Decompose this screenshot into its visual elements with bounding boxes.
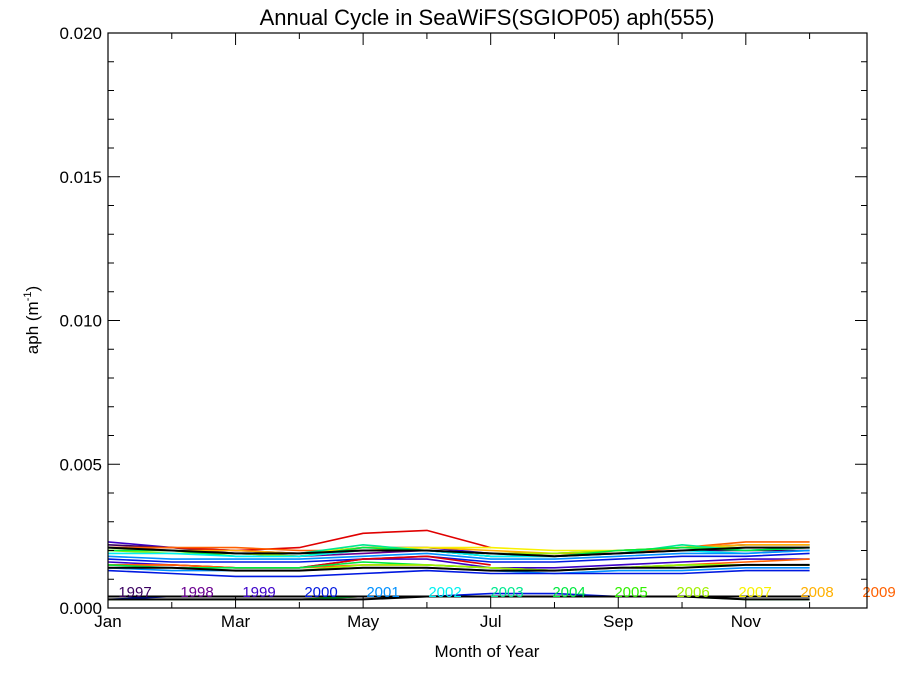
year-label: 2005 bbox=[614, 584, 647, 601]
year-label: 2008 bbox=[800, 584, 833, 601]
series-line bbox=[107, 552, 810, 563]
x-tick-label: Jul bbox=[480, 612, 502, 631]
year-label: 2004 bbox=[552, 584, 585, 601]
year-label: 2001 bbox=[366, 584, 399, 601]
y-tick-label: 0.020 bbox=[59, 24, 102, 43]
year-label: 2007 bbox=[738, 584, 771, 601]
year-labels: 1997 1998 1999 2000 2001 2002 2003 2004 2005 2006… bbox=[118, 584, 895, 601]
y-axis-title: aph (m-1) bbox=[22, 286, 42, 354]
series-line bbox=[108, 563, 810, 572]
year-label: 2009 bbox=[862, 584, 895, 601]
y-axis-title-main: aph (m bbox=[23, 301, 42, 354]
x-tick-label: Nov bbox=[731, 612, 762, 631]
series-line bbox=[107, 569, 810, 578]
y-tick-label: 0.015 bbox=[59, 168, 102, 187]
series-line bbox=[108, 595, 810, 601]
y-tick-label: 0.005 bbox=[59, 455, 102, 474]
ticks-layer: Jan Mar May Jul Sep Nov 0.000 0.005 0.010 0.015 0.… bbox=[59, 24, 867, 631]
x-tick-label: Sep bbox=[603, 612, 633, 631]
y-axis-title-superscript: -1 bbox=[22, 291, 34, 301]
x-tick-label: Jan bbox=[94, 612, 121, 631]
year-label: 2006 bbox=[676, 584, 709, 601]
y-tick-label: 0.010 bbox=[59, 312, 102, 331]
year-label: 1999 bbox=[242, 584, 275, 601]
plot-frame bbox=[107, 32, 868, 609]
x-tick-label: Mar bbox=[221, 612, 251, 631]
year-label: 2000 bbox=[304, 584, 337, 601]
year-label: 2003 bbox=[490, 584, 523, 601]
year-label: 1998 bbox=[180, 584, 213, 601]
y-tick-label: 0.000 bbox=[59, 599, 102, 618]
chart-title: Annual Cycle in SeaWiFS(SGIOP05) aph(555… bbox=[260, 5, 715, 30]
x-tick-label: May bbox=[347, 612, 380, 631]
series-layer bbox=[107, 529, 810, 601]
series-line bbox=[107, 549, 810, 560]
series-line bbox=[107, 546, 810, 558]
x-axis-title: Month of Year bbox=[435, 642, 540, 661]
year-label: 1997 bbox=[118, 584, 151, 601]
year-label: 2002 bbox=[428, 584, 461, 601]
y-axis-title-end: ) bbox=[23, 286, 42, 292]
